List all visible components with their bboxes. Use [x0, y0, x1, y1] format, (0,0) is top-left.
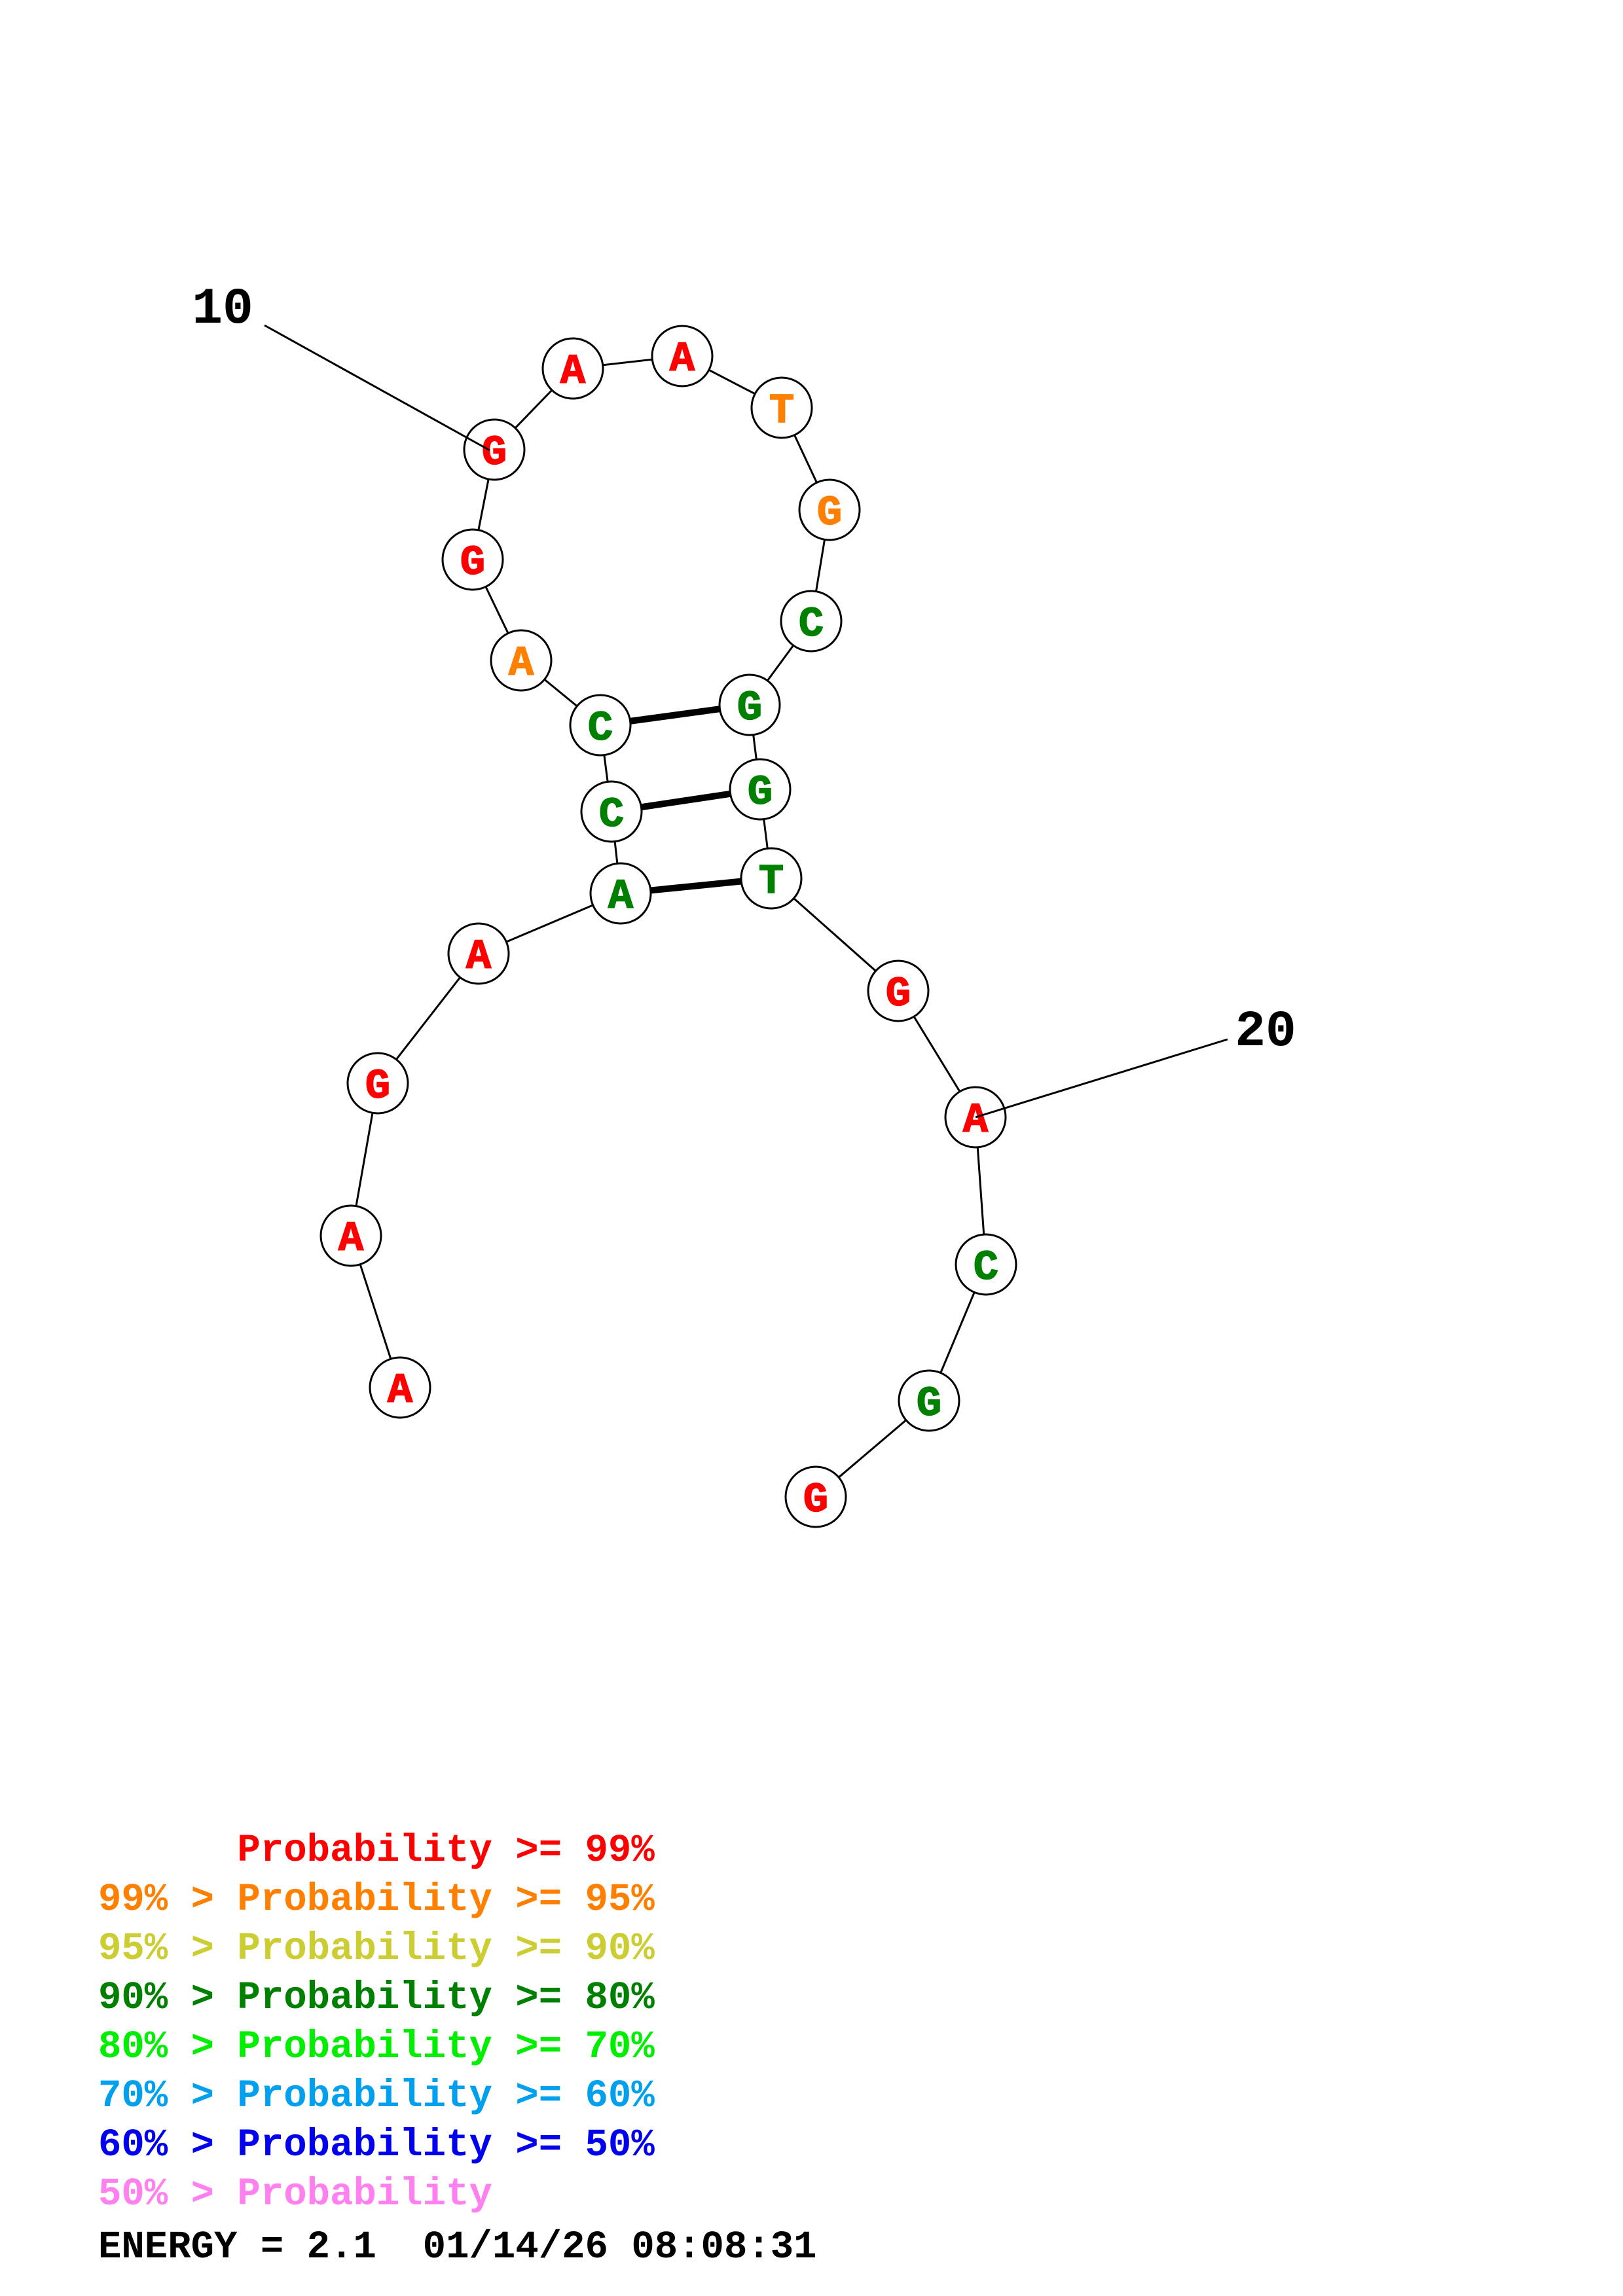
nucleotide-circle [319, 1204, 382, 1267]
nucleotide-base: G [365, 1064, 390, 1111]
nucleotide-base: T [769, 388, 794, 435]
nucleotide-circle [346, 1052, 409, 1115]
nucleotide: C [955, 1233, 1017, 1296]
nucleotide-base: G [460, 540, 485, 587]
nucleotide-base: A [338, 1216, 364, 1263]
nucleotide: A [651, 325, 714, 387]
nucleotide-base: A [560, 349, 586, 396]
nucleotide-circle [867, 960, 930, 1022]
position-label-leader [264, 324, 490, 452]
nucleotide: C [580, 780, 643, 843]
nucleotide: A [589, 862, 652, 925]
nucleotide: T [750, 376, 813, 439]
nucleotide-circle [541, 337, 604, 400]
nucleotide-circle [784, 1465, 847, 1528]
nucleotide-base: A [509, 641, 534, 688]
nucleotide-circle [589, 862, 652, 925]
nucleotide-base: A [608, 874, 634, 921]
legend-entry: 60% > Probability >= 50% [98, 2123, 655, 2167]
nucleotide-base: G [886, 971, 911, 1018]
nucleotide-base: C [599, 792, 624, 839]
nucleotide: A [490, 629, 553, 692]
nucleotide-base: G [817, 490, 842, 537]
nucleotide-base: G [748, 770, 773, 817]
position-label: 20 [1235, 1003, 1296, 1061]
nucleotide-base: G [917, 1381, 941, 1428]
nucleotide-base: A [388, 1368, 413, 1415]
nucleotide-base: A [670, 336, 695, 384]
nucleotide-circle [729, 758, 792, 821]
nucleotide: A [447, 922, 510, 985]
nucleotide-circle [651, 325, 714, 387]
legend-entry: 95% > Probability >= 90% [98, 1927, 655, 1971]
nucleotide-circle [898, 1369, 960, 1432]
position-label-leader [975, 1038, 1228, 1119]
nucleotide: G [441, 528, 504, 591]
nucleotide-circle [740, 847, 803, 910]
nucleotide: A [541, 337, 604, 400]
probability-legend: Probability >= 99% 99% > Probability >= 9… [98, 1826, 1015, 2219]
position-label: 10 [192, 281, 253, 338]
nucleotide-circle [463, 418, 526, 481]
legend-entry: 50% > Probability [98, 2172, 492, 2216]
legend-entry: 80% > Probability >= 70% [98, 2025, 655, 2069]
nucleotide: C [569, 694, 632, 757]
nucleotide-circle [750, 376, 813, 439]
nucleotide: A [369, 1356, 431, 1419]
nucleotide-base: C [974, 1245, 998, 1292]
nucleotide-circle [580, 780, 643, 843]
nucleotide-circle [955, 1233, 1017, 1296]
nucleotide: G [718, 673, 781, 736]
nucleotide: T [740, 847, 803, 910]
nucleotide: G [898, 1369, 960, 1432]
nucleotide-base: G [803, 1477, 828, 1524]
nucleotide: G [784, 1465, 847, 1528]
nucleotide: G [463, 418, 526, 481]
nucleotide-base: C [588, 706, 613, 753]
position-labels: 10 20 [192, 281, 1296, 1119]
nucleotide-base: G [737, 685, 762, 732]
nucleotide-circle [798, 478, 861, 541]
nucleotide: G [729, 758, 792, 821]
nucleotide-circle [718, 673, 781, 736]
nucleotide: G [346, 1052, 409, 1115]
nucleotide-base: G [482, 430, 507, 477]
nucleotide: C [780, 590, 843, 653]
nucleotide-circle [780, 590, 843, 653]
nucleotide-base: A [466, 934, 492, 981]
nucleotide: G [867, 960, 930, 1022]
nucleotide-circle [441, 528, 504, 591]
backbone [350, 355, 987, 1498]
nucleotide: A [319, 1204, 382, 1267]
nucleotide-circle [569, 694, 632, 757]
nucleotide: G [798, 478, 861, 541]
nucleotide-base: A [963, 1098, 989, 1145]
legend-entry: 99% > Probability >= 95% [98, 1878, 655, 1922]
nucleotide-circle [369, 1356, 431, 1419]
legend-entry: 90% > Probability >= 80% [98, 1976, 655, 2020]
nucleotide-base: C [799, 601, 824, 649]
nucleotide-base: T [759, 859, 784, 906]
nucleotide-circle [447, 922, 510, 985]
legend-entry: 70% > Probability >= 60% [98, 2074, 655, 2118]
legend-entry: Probability >= 99% [98, 1829, 655, 1873]
nucleotide-circle [490, 629, 553, 692]
energy-footer: ENERGY = 2.1 01/14/26 08:08:31 [98, 2225, 817, 2269]
